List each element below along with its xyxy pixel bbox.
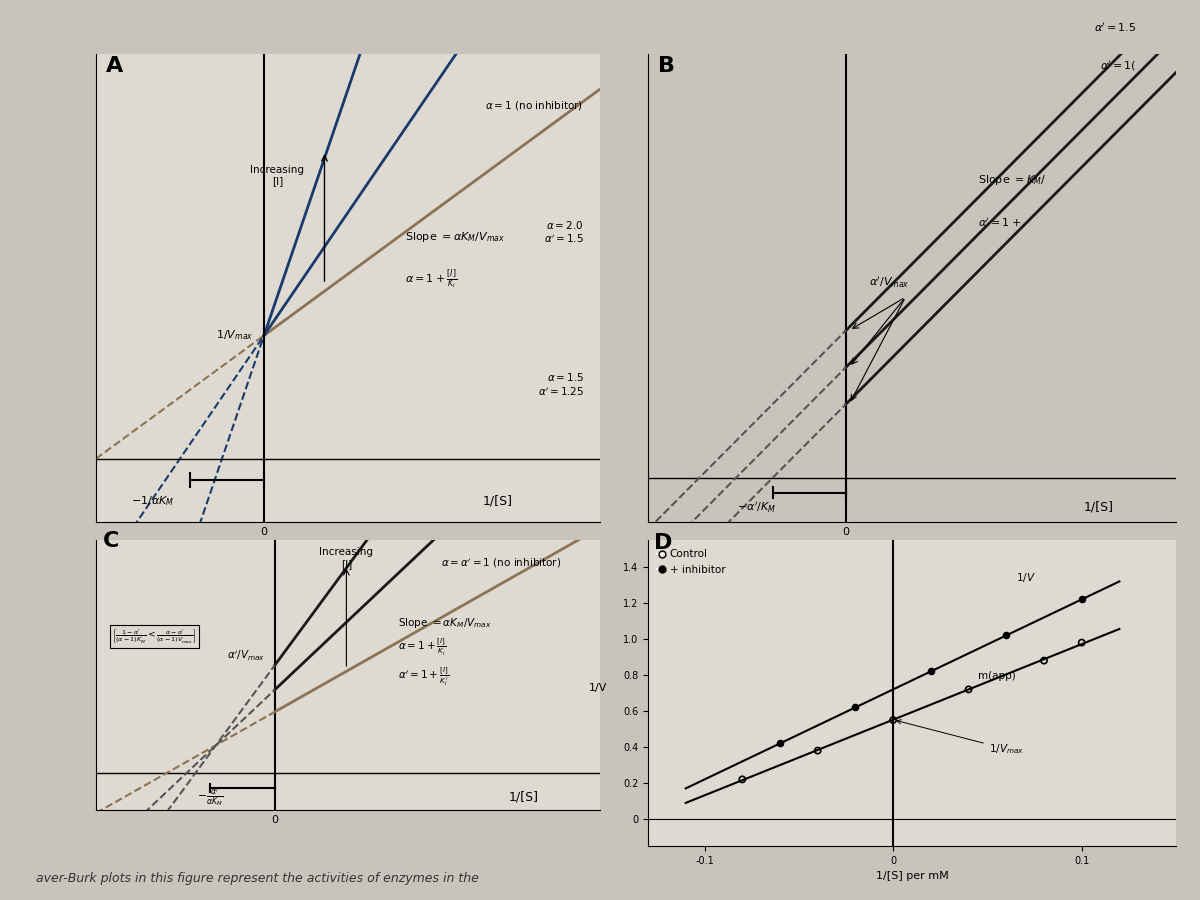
Point <box>922 664 941 679</box>
Text: m(app): m(app) <box>978 670 1015 680</box>
Text: $1/V$: $1/V$ <box>1015 572 1036 584</box>
Text: 1/[S]: 1/[S] <box>1084 501 1114 514</box>
Text: $-1/\alpha K_M$: $-1/\alpha K_M$ <box>132 494 175 508</box>
Text: 1/[S]: 1/[S] <box>482 494 512 508</box>
Text: $\alpha' = 1 +$: $\alpha' = 1 +$ <box>978 217 1021 230</box>
Text: Slope $= \alpha K_M/V_{max}$: Slope $= \alpha K_M/V_{max}$ <box>398 616 492 630</box>
Point <box>808 743 827 758</box>
Text: Slope $= K_M/$: Slope $= K_M/$ <box>978 173 1046 187</box>
Text: $\alpha = 1.5$
$\alpha' = 1.25$: $\alpha = 1.5$ $\alpha' = 1.25$ <box>538 372 583 398</box>
Text: $1/V_{max}$: $1/V_{max}$ <box>896 720 1024 756</box>
Text: $\alpha = \alpha^\prime = 1$ (no inhibitor): $\alpha = \alpha^\prime = 1$ (no inhibit… <box>440 556 560 570</box>
Point <box>959 682 978 697</box>
Text: $\alpha' = 1.5$: $\alpha' = 1.5$ <box>1094 22 1136 34</box>
Point <box>846 700 865 715</box>
Text: A: A <box>106 56 124 76</box>
Text: $\alpha' = 1 + \frac{[I]}{K_i'}$: $\alpha' = 1 + \frac{[I]}{K_i'}$ <box>398 666 450 688</box>
Point <box>1034 653 1054 668</box>
Y-axis label: 1/V: 1/V <box>589 683 607 693</box>
Text: $-\alpha'/K_M$: $-\alpha'/K_M$ <box>737 500 776 515</box>
Point <box>1072 635 1091 650</box>
Text: aver-Burk plots in this figure represent the activities of enzymes in the: aver-Burk plots in this figure represent… <box>36 872 479 885</box>
Point <box>883 713 902 727</box>
Text: $\left[\frac{1-\alpha^{\prime}}{(\alpha-1)K_M} < \frac{\alpha-\alpha^{\prime}}{(: $\left[\frac{1-\alpha^{\prime}}{(\alpha-… <box>113 627 197 645</box>
Text: $-\frac{\alpha'}{\alpha K_M}$: $-\frac{\alpha'}{\alpha K_M}$ <box>197 788 223 807</box>
Text: Slope $= \alpha K_M/V_{max}$: Slope $= \alpha K_M/V_{max}$ <box>406 230 505 245</box>
Text: D: D <box>654 533 672 553</box>
Text: 1/[S]: 1/[S] <box>509 790 539 803</box>
Text: $\alpha = 2.0$
$\alpha' = 1.5$: $\alpha = 2.0$ $\alpha' = 1.5$ <box>544 219 583 245</box>
Text: B: B <box>658 57 674 76</box>
Text: $\alpha'/V_{max}$: $\alpha'/V_{max}$ <box>869 275 910 291</box>
Text: $\alpha = 1 + \frac{[I]}{K_i}$: $\alpha = 1 + \frac{[I]}{K_i}$ <box>406 267 457 292</box>
Text: $\alpha'/V_{max}$: $\alpha'/V_{max}$ <box>227 649 265 662</box>
Point <box>997 628 1016 643</box>
Legend: Control, + inhibitor: Control, + inhibitor <box>653 545 730 579</box>
Text: $\alpha' = 1($: $\alpha' = 1($ <box>1100 58 1136 73</box>
Point <box>1072 592 1091 607</box>
X-axis label: 1/[S] per mM: 1/[S] per mM <box>876 871 948 881</box>
Text: $\alpha = 1 + \frac{[I]}{K_i}$: $\alpha = 1 + \frac{[I]}{K_i}$ <box>398 636 448 658</box>
Text: $\alpha = 1$ (no inhibitor): $\alpha = 1$ (no inhibitor) <box>485 99 583 112</box>
Text: Increasing
[I]: Increasing [I] <box>319 547 373 569</box>
Text: C: C <box>102 531 119 552</box>
Text: $1/V_{max}$: $1/V_{max}$ <box>216 328 254 342</box>
Point <box>770 736 790 751</box>
Text: Increasing
[I]: Increasing [I] <box>251 165 305 186</box>
Point <box>733 772 752 787</box>
